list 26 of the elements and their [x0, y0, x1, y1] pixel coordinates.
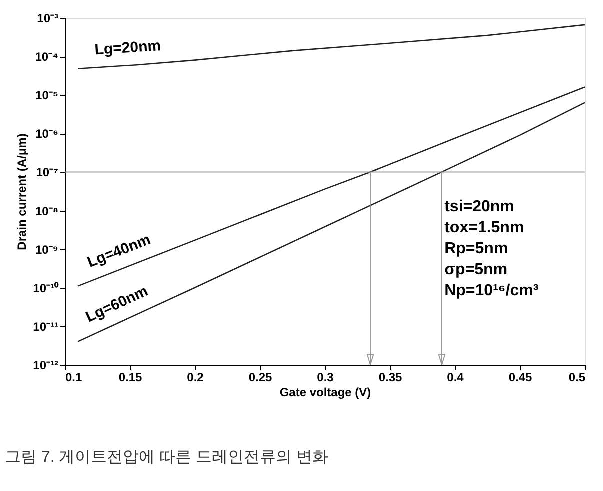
x-tick-label: 0.4: [447, 370, 464, 384]
y-tick-label: 10⁻³: [37, 12, 59, 26]
y-tick-label: 10⁻⁷: [36, 166, 59, 180]
x-tick-label: 0.25: [248, 370, 272, 384]
y-axis-title: Drain current (A/μm): [15, 134, 30, 250]
y-tick-label: 10⁻⁵: [36, 88, 58, 103]
line-series: [77, 24, 586, 70]
x-tick-label: 0.5: [568, 370, 586, 384]
annotation: tsi=20nm tox=1.5nm Rp=5nm σp=5nm Np=10¹⁶/cm³: [444, 198, 539, 300]
y-tick-label: 10⁻⁹: [35, 242, 58, 257]
x-tick-label: 0.3: [317, 370, 334, 384]
x-tick-label: 0.35: [378, 370, 402, 384]
x-axis-title: Gate voltage (V): [280, 386, 372, 400]
y-tick-label: 10⁻¹²: [33, 358, 58, 372]
x-tick-label: 0.45: [508, 370, 532, 384]
y-tick-label: 10⁻⁴: [35, 50, 59, 64]
y-tick-label: 10⁻¹⁰: [33, 281, 60, 296]
y-tick-label: 10⁻⁶: [36, 127, 58, 142]
line-series: [77, 102, 586, 342]
x-tick-label: 0.2: [187, 370, 204, 384]
y-tick-label: 10⁻¹¹: [33, 320, 58, 334]
y-tick-label: 10⁻⁸: [35, 204, 58, 218]
series-label: Lg=20nm: [94, 38, 162, 59]
x-tick-label: 0.1: [66, 370, 83, 384]
caption: 그림 7. 게이트전압에 따른 드레인전류의 변화: [5, 449, 329, 466]
x-tick-label: 0.15: [118, 370, 142, 384]
